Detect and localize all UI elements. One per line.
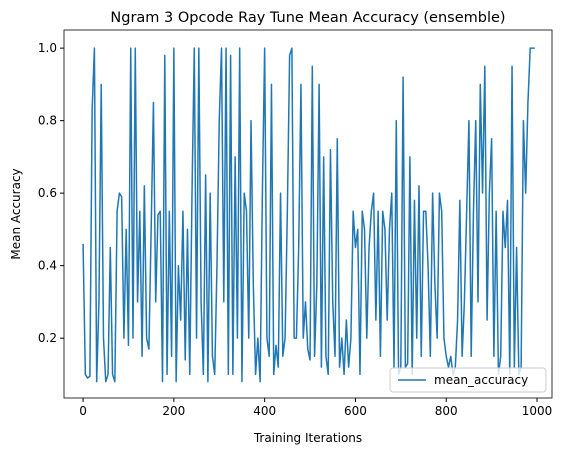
legend-label: mean_accuracy — [434, 373, 528, 387]
y-tick-label: 0.4 — [38, 259, 57, 273]
x-tick-label: 400 — [253, 404, 276, 418]
y-tick-label: 0.8 — [38, 114, 57, 128]
x-tick-label: 0 — [79, 404, 87, 418]
x-tick-label: 800 — [435, 404, 458, 418]
x-tick-label: 200 — [162, 404, 185, 418]
y-tick-label: 0.6 — [38, 186, 57, 200]
data-line — [82, 47, 535, 383]
y-tick-label: 1.0 — [38, 41, 57, 55]
plot-frame — [63, 29, 553, 399]
y-tick-label: 0.2 — [38, 331, 57, 345]
legend-box — [389, 367, 547, 393]
y-axis-label: Mean Accuracy — [9, 168, 23, 259]
x-tick-label: 1000 — [522, 404, 553, 418]
x-axis-label: Training Iterations — [253, 431, 362, 445]
x-tick-label: 600 — [344, 404, 367, 418]
chart-title: Ngram 3 Opcode Ray Tune Mean Accuracy (e… — [110, 10, 505, 26]
